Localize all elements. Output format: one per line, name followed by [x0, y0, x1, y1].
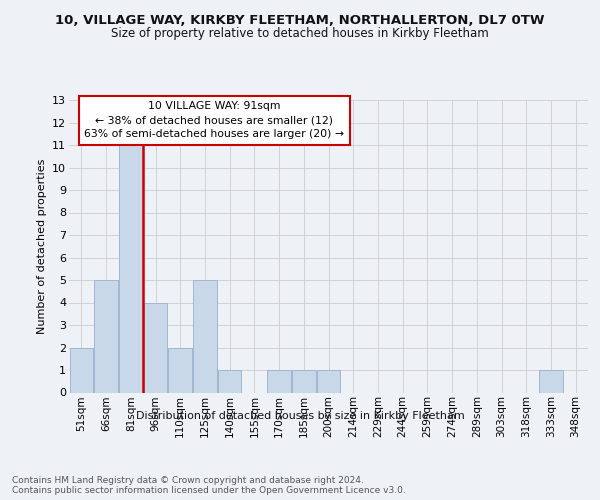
- Text: Size of property relative to detached houses in Kirkby Fleetham: Size of property relative to detached ho…: [111, 28, 489, 40]
- Text: 10 VILLAGE WAY: 91sqm
← 38% of detached houses are smaller (12)
63% of semi-deta: 10 VILLAGE WAY: 91sqm ← 38% of detached …: [85, 102, 344, 140]
- Bar: [317, 370, 340, 392]
- Bar: [169, 348, 192, 393]
- Bar: [193, 280, 217, 392]
- Bar: [144, 302, 167, 392]
- Bar: [119, 145, 143, 392]
- Bar: [218, 370, 241, 392]
- Text: 10, VILLAGE WAY, KIRKBY FLEETHAM, NORTHALLERTON, DL7 0TW: 10, VILLAGE WAY, KIRKBY FLEETHAM, NORTHA…: [55, 14, 545, 26]
- Bar: [539, 370, 563, 392]
- Text: Distribution of detached houses by size in Kirkby Fleetham: Distribution of detached houses by size …: [136, 411, 464, 421]
- Bar: [292, 370, 316, 392]
- Y-axis label: Number of detached properties: Number of detached properties: [37, 158, 47, 334]
- Text: Contains HM Land Registry data © Crown copyright and database right 2024.
Contai: Contains HM Land Registry data © Crown c…: [12, 476, 406, 495]
- Bar: [70, 348, 93, 393]
- Bar: [268, 370, 291, 392]
- Bar: [94, 280, 118, 392]
